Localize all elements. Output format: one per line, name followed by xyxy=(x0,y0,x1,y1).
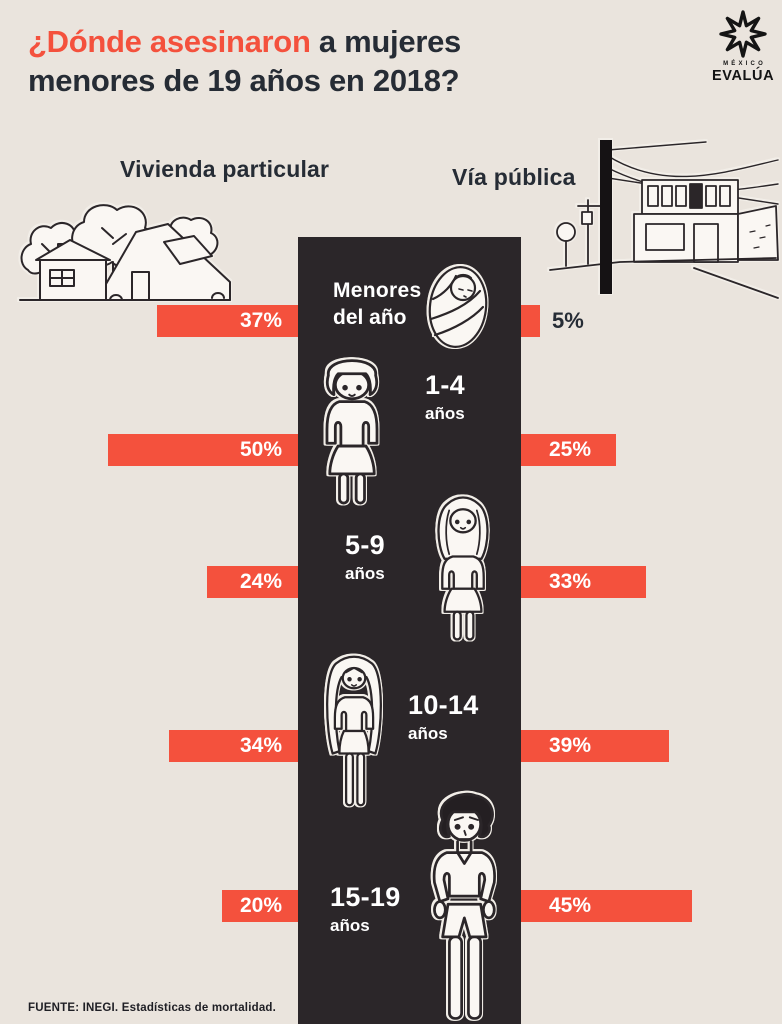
bar-value: 39% xyxy=(549,734,592,757)
star-icon xyxy=(719,10,767,58)
age-group-label-10-14: 10-14 años xyxy=(408,690,479,743)
bar-vivienda-15-19: 20% xyxy=(222,890,298,922)
teen-15-19-icon xyxy=(432,792,496,1020)
bar-value: 25% xyxy=(549,438,592,461)
bar-value: 24% xyxy=(239,570,282,593)
bar-vivienda-10-14: 34% xyxy=(169,730,298,762)
bar-value-outside: 5% xyxy=(552,308,584,333)
column-header-via-publica: Vía pública xyxy=(452,164,576,190)
logo-text-evalua: EVALÚA xyxy=(712,68,775,84)
girl-5-9-icon xyxy=(437,496,489,641)
age-group-label-5-9: 5-9 años xyxy=(345,530,385,583)
bar-via-publica-5-9: 33% xyxy=(521,566,646,598)
bar-value: 34% xyxy=(239,734,282,757)
baby-icon xyxy=(428,266,488,348)
bar-via-publica-menores-del-ano xyxy=(521,305,540,337)
street-illustration xyxy=(549,140,779,299)
mexico-evalua-logo: MÉXICO EVALÚA xyxy=(712,10,774,84)
girl-1-4-icon xyxy=(325,359,379,505)
house-illustration xyxy=(19,204,231,301)
age-group-label-15-19: 15-19 años xyxy=(330,882,401,935)
bar-value: 20% xyxy=(239,894,282,917)
title-rest: a mujeres menores de 19 años en 2018? xyxy=(28,24,461,98)
bar-value: 33% xyxy=(549,570,592,593)
bar-via-publica-10-14: 39% xyxy=(521,730,669,762)
girl-10-14-icon xyxy=(326,655,382,807)
page-title: ¿Dónde asesinaron a mujeres menores de 1… xyxy=(28,22,538,100)
age-group-label-1-4: 1-4 años xyxy=(425,370,465,423)
logo-text-mexico: MÉXICO xyxy=(723,61,766,67)
source-note: FUENTE: INEGI. Estadísticas de mortalida… xyxy=(28,1002,277,1014)
bar-vivienda-1-4: 50% xyxy=(108,434,298,466)
bar-vivienda-menores-del-ano: 37% xyxy=(157,305,298,337)
title-highlight: ¿Dónde asesinaron xyxy=(28,24,311,59)
age-group-label-menores: Menores del año xyxy=(333,279,422,329)
bar-vivienda-5-9: 24% xyxy=(207,566,298,598)
bar-via-publica-1-4: 25% xyxy=(521,434,616,466)
bar-value: 37% xyxy=(239,309,282,332)
bar-value: 45% xyxy=(549,894,592,917)
column-header-vivienda-particular: Vivienda particular xyxy=(120,156,330,182)
bar-value: 50% xyxy=(239,438,282,461)
bar-via-publica-15-19: 45% xyxy=(521,890,692,922)
